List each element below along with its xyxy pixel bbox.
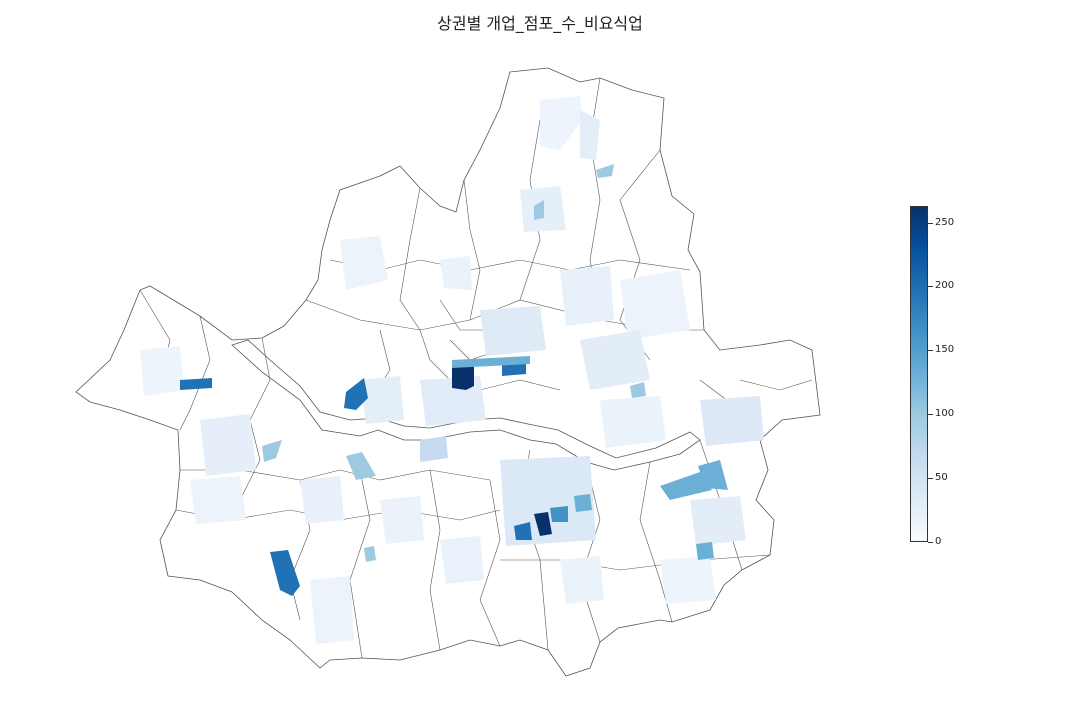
colorbar-tick-label: 150 xyxy=(935,344,955,356)
map-title: 상권별 개업_점포_수_비요식업 xyxy=(437,14,643,33)
area-jamsil xyxy=(574,494,592,512)
area-yeongdeungpo xyxy=(364,546,376,562)
seoul-outline xyxy=(75,67,821,677)
area-euljiro-east xyxy=(502,362,526,376)
colorbar-tick xyxy=(928,286,933,288)
area-seocho xyxy=(550,506,568,522)
han-river xyxy=(231,339,701,471)
colorbar-tick xyxy=(928,542,933,543)
area-jongno-strip xyxy=(452,356,530,368)
colorbar-tick-label: 50 xyxy=(935,472,948,484)
area-gangdong-east xyxy=(696,542,714,560)
area-nowon-north xyxy=(596,164,614,178)
area-yongsan xyxy=(420,436,448,462)
area-dobong xyxy=(534,200,544,220)
area-mapo-hongdae xyxy=(344,378,368,410)
high-value-zones xyxy=(180,164,728,596)
colorbar-tick xyxy=(928,222,933,224)
colorbar-tick-label: 100 xyxy=(935,408,955,420)
colorbar-tick xyxy=(928,350,933,352)
colorbar-tick-label: 200 xyxy=(935,280,955,292)
area-yeouido xyxy=(346,452,376,480)
colorbar-tick xyxy=(928,478,933,480)
area-jongno-center xyxy=(452,364,474,390)
area-songpa-garden xyxy=(660,472,712,500)
colorbar-tick-label: 0 xyxy=(935,536,942,547)
colorbar-tick-label: 250 xyxy=(935,216,955,228)
colorbar xyxy=(910,206,928,542)
area-gangseo-magok xyxy=(180,378,212,390)
area-guro-digital xyxy=(270,550,300,596)
area-gangseo-west xyxy=(262,440,282,462)
area-gangnam-station xyxy=(534,512,552,536)
colorbar-tick xyxy=(928,414,933,416)
area-songpa-munjeong xyxy=(698,460,728,490)
area-myeongdong xyxy=(630,382,646,398)
area-gangnam-west xyxy=(514,522,532,540)
